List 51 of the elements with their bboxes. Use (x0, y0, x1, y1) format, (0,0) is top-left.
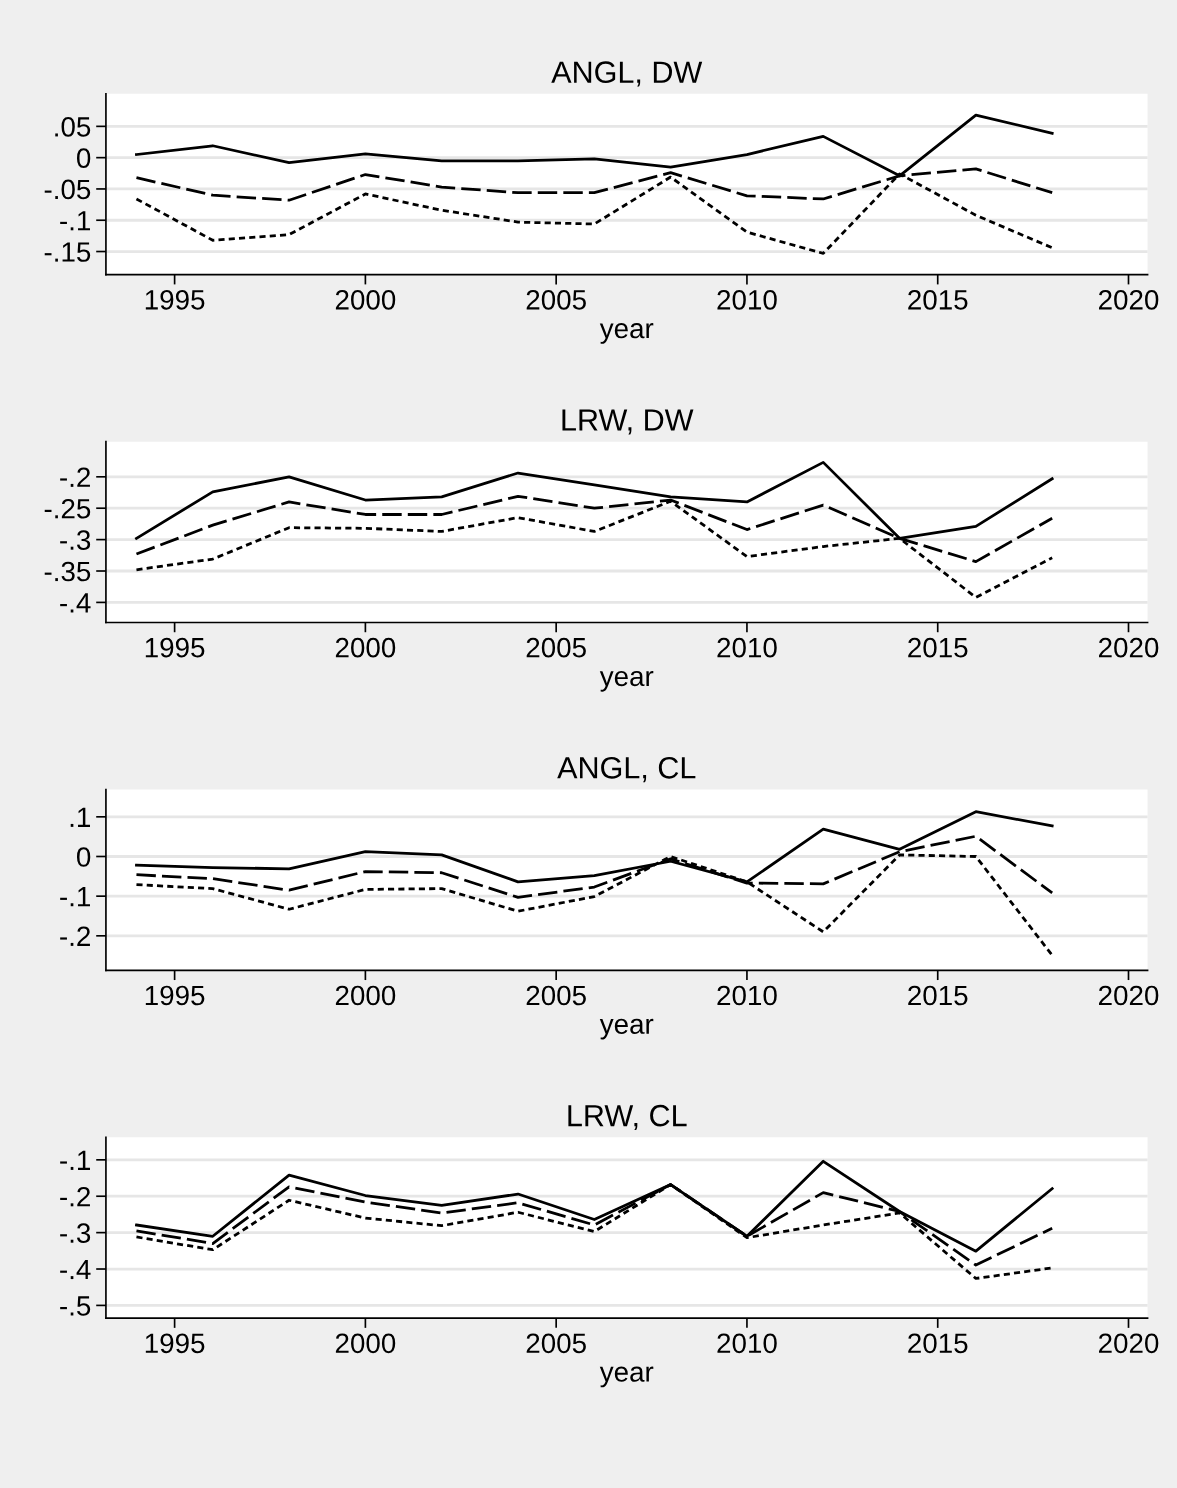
y-tick-label: -.25 (44, 498, 91, 519)
y-tick-label: 0 (76, 148, 91, 168)
y-tick-label: 0 (76, 847, 91, 867)
x-axis-title: year (599, 1366, 654, 1388)
x-tick-label: 2000 (335, 985, 396, 1006)
x-tick-label: 2015 (908, 290, 968, 310)
x-tick-label: 1995 (145, 1333, 205, 1354)
chart-title: ANGL, CL (557, 757, 696, 783)
chart-title: ANGL, DW (551, 61, 703, 87)
y-tick-label: -.3 (60, 530, 91, 550)
x-tick-label: 2020 (1099, 290, 1159, 310)
x-tick-label: 2000 (335, 1333, 396, 1354)
x-tick-label: 2015 (908, 1333, 968, 1354)
y-tick-label: -.4 (60, 593, 91, 613)
x-tick-label: 2000 (335, 290, 396, 310)
y-tick-label: -.05 (44, 179, 91, 200)
y-tick-label: -.2 (60, 467, 90, 487)
x-tick-label: 2005 (526, 1333, 586, 1354)
y-tick-label: .1 (70, 807, 90, 827)
x-tick-label: 2015 (908, 985, 968, 1006)
y-tick-label: -.3 (60, 1223, 91, 1243)
x-tick-label: 2005 (526, 637, 586, 658)
x-tick-label: 1995 (145, 290, 205, 310)
x-tick-label: 2020 (1099, 637, 1159, 658)
y-tick-label: .05 (55, 117, 91, 137)
y-tick-label: -.2 (60, 926, 90, 946)
y-tick-label: -.4 (60, 1259, 91, 1280)
y-tick-label: -.15 (44, 242, 91, 262)
chart-title: LRW, DW (562, 409, 694, 435)
x-tick-label: 2020 (1099, 985, 1159, 1006)
y-tick-label: -.1 (60, 211, 90, 231)
x-axis-title: year (599, 670, 654, 692)
y-tick-label: -.1 (60, 887, 90, 907)
x-tick-label: 2000 (335, 637, 396, 658)
x-tick-label: 1995 (145, 985, 205, 1006)
y-tick-label: -.35 (44, 561, 91, 582)
x-tick-label: 2020 (1099, 1333, 1159, 1354)
x-tick-label: 1995 (145, 637, 205, 658)
x-tick-label: 2005 (526, 985, 586, 1006)
chart-title: LRW, CL (568, 1104, 687, 1131)
x-axis-title: year (599, 1018, 654, 1040)
x-tick-label: 2010 (717, 637, 777, 658)
y-tick-label: -.2 (60, 1186, 90, 1207)
x-tick-label: 2015 (908, 637, 968, 658)
x-tick-label: 2010 (717, 985, 777, 1006)
y-tick-label: -.1 (60, 1150, 90, 1170)
x-tick-label: 2005 (526, 290, 586, 310)
x-tick-label: 2010 (717, 290, 777, 310)
x-axis-title: year (599, 323, 654, 344)
y-tick-label: -.5 (60, 1296, 91, 1316)
x-tick-label: 2010 (717, 1333, 777, 1354)
